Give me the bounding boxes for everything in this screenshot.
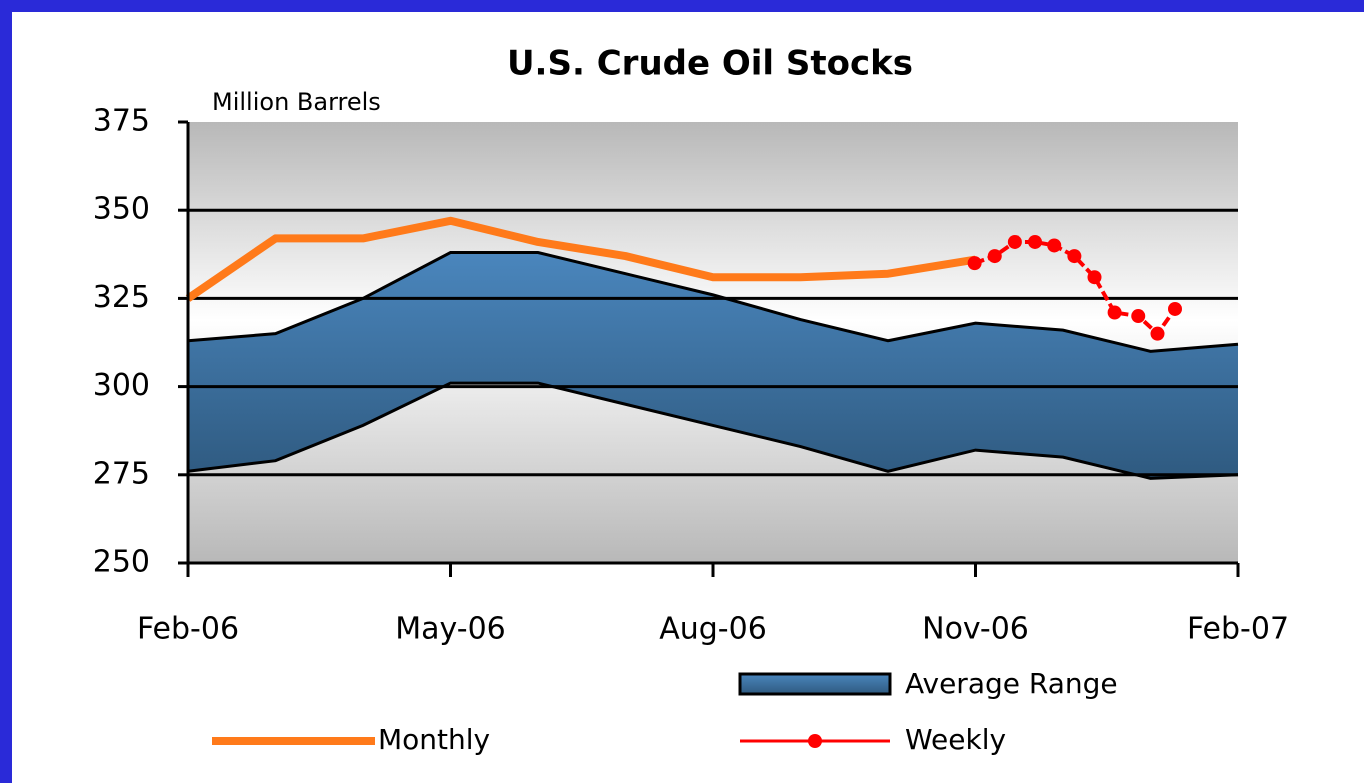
y-axis-label: Million Barrels — [212, 88, 381, 116]
x-tick-label: Feb-07 — [1187, 612, 1289, 647]
range-band — [188, 252, 1238, 479]
y-tick-label: 300 — [93, 368, 150, 403]
series-line — [185, 216, 977, 302]
point — [1087, 270, 1102, 285]
y-tick-label: 275 — [93, 456, 150, 491]
legend-label: Weekly — [905, 723, 1006, 756]
range-lower — [187, 381, 1239, 480]
point — [1168, 301, 1182, 316]
point — [1047, 238, 1062, 253]
point — [987, 249, 1002, 264]
point — [1107, 305, 1122, 320]
chart-title: U.S. Crude Oil Stocks — [507, 44, 913, 84]
x-tick-label: Aug-06 — [659, 612, 767, 647]
y-tick-label: 375 — [93, 104, 150, 139]
series-line — [973, 239, 1177, 336]
x-tick-label: Nov-06 — [922, 612, 1029, 647]
legend-label: Monthly — [378, 723, 490, 756]
y-tick-label: 325 — [93, 280, 150, 315]
point — [1150, 326, 1165, 341]
point — [1028, 234, 1042, 249]
x-tick-label: Feb-06 — [137, 612, 239, 647]
point — [967, 256, 982, 271]
legend-swatch — [738, 672, 892, 696]
y-tick-label: 250 — [93, 545, 150, 580]
legend-swatch — [808, 734, 822, 748]
x-tick-label: May-06 — [395, 612, 506, 647]
point — [1131, 309, 1146, 324]
point — [1007, 234, 1022, 249]
legend-label: Average Range — [905, 667, 1118, 700]
point — [1067, 249, 1082, 264]
y-tick-label: 350 — [93, 192, 150, 227]
